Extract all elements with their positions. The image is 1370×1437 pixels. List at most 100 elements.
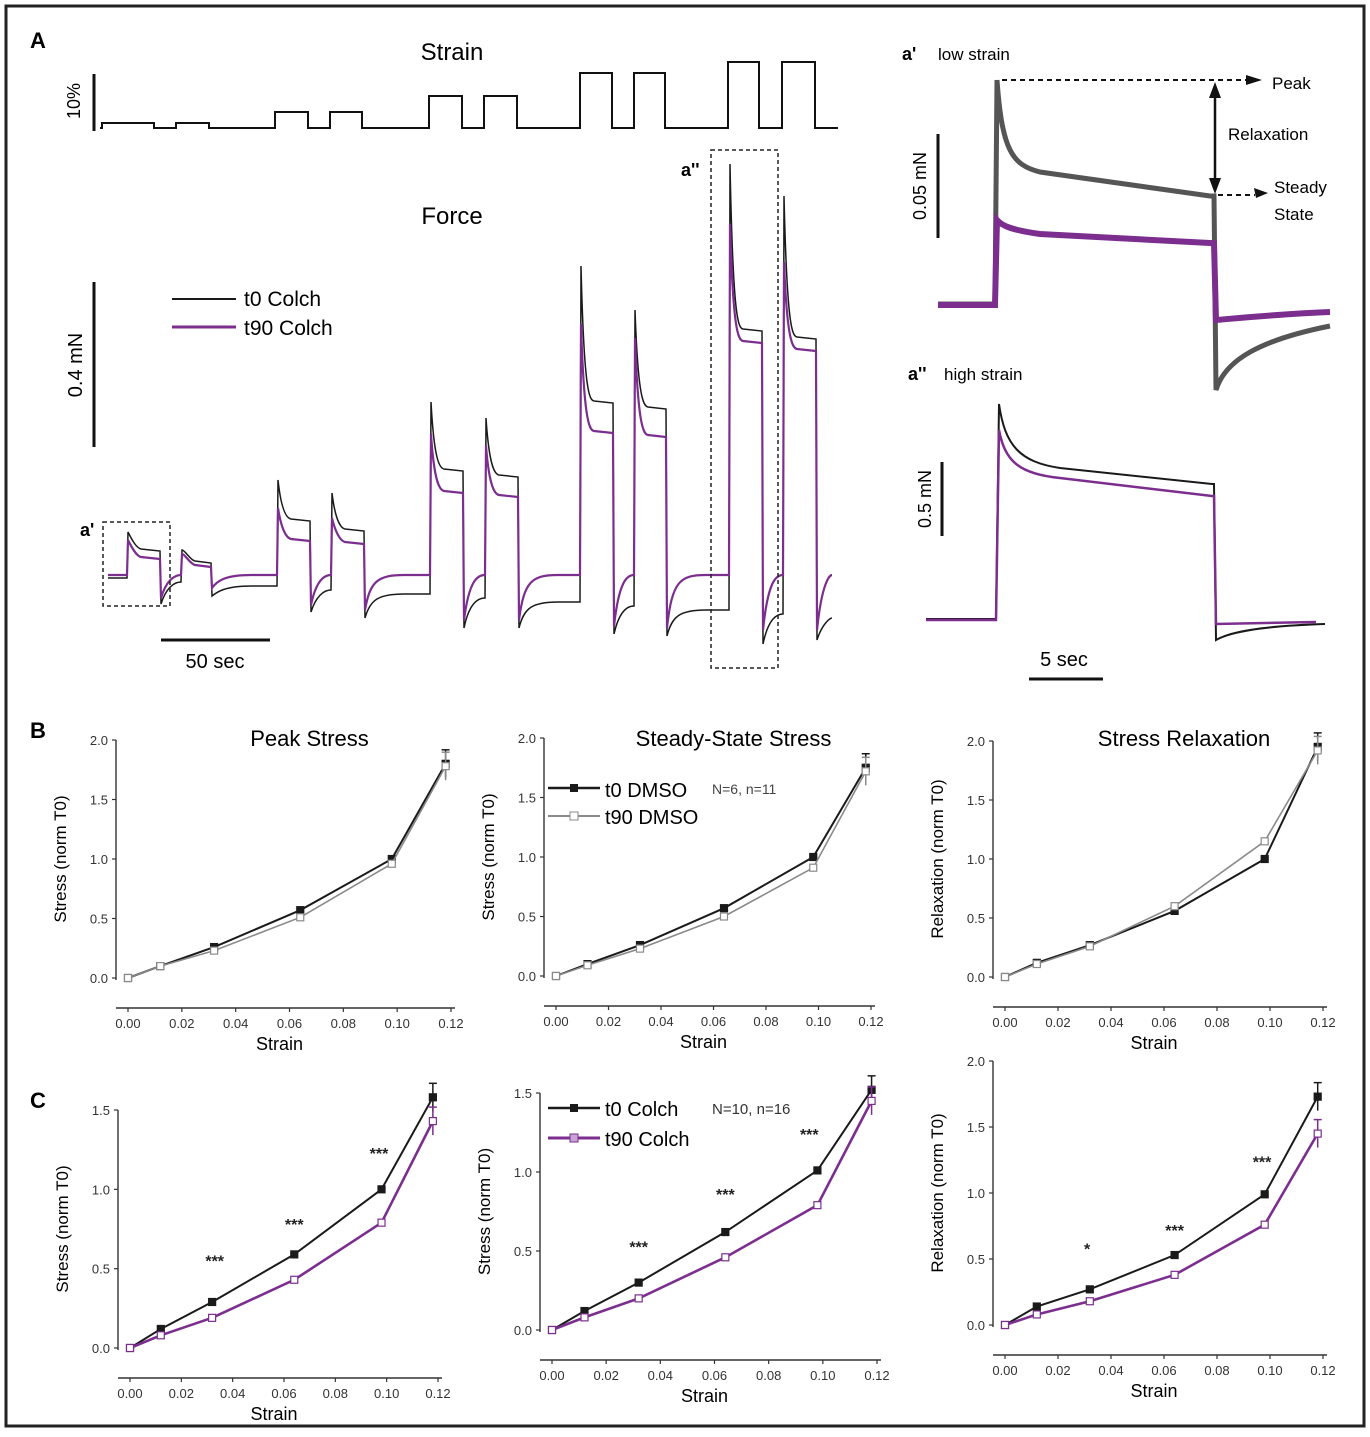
strain-step-line bbox=[100, 61, 838, 129]
y-tick-label: 2.0 bbox=[967, 734, 985, 749]
x-tick-label: 0.04 bbox=[220, 1386, 245, 1401]
x-tick-label: 0.10 bbox=[374, 1386, 399, 1401]
y-tick-label: 1.5 bbox=[514, 1086, 532, 1101]
force-scale-label: 0.4 mN bbox=[65, 333, 87, 397]
charts: 0.0 0.5 1.0 1.5 2.0 0.00 0.02 0.04 0.06 0.08 0.10 0… bbox=[51, 726, 1336, 1424]
y-tick-label: 1.0 bbox=[514, 1165, 532, 1180]
data-point bbox=[377, 1218, 386, 1227]
x-tick-label: 0.10 bbox=[810, 1368, 835, 1383]
time-scale-label: 50 sec bbox=[186, 651, 245, 673]
data-point bbox=[813, 1166, 822, 1175]
x-tick-label: 0.02 bbox=[169, 1016, 194, 1031]
data-point bbox=[123, 973, 133, 983]
series-line-t90 bbox=[129, 1120, 435, 1350]
significance-marker: *** bbox=[800, 1127, 819, 1144]
x-tick-label: 0.12 bbox=[864, 1368, 889, 1383]
y-tick-label: 1.0 bbox=[90, 852, 108, 867]
data-point bbox=[208, 1313, 217, 1322]
y-tick-label: 0.5 bbox=[518, 910, 536, 925]
inset-high-trace-t90 bbox=[926, 429, 1317, 626]
data-point bbox=[1085, 1297, 1094, 1306]
data-point bbox=[296, 906, 305, 915]
chart-C2: 0.0 0.5 1.0 1.5 0.00 0.02 0.04 0.06 0.08 0.10 0.12… bbox=[475, 1075, 890, 1406]
series-line-t90 bbox=[1004, 1132, 1319, 1327]
data-point bbox=[387, 859, 396, 868]
x-tick-label: 0.06 bbox=[1151, 1363, 1176, 1378]
force-trace-t0 bbox=[108, 163, 833, 645]
series-line-t0 bbox=[555, 767, 867, 977]
y-tick-label: 0.0 bbox=[92, 1341, 110, 1356]
force-title: Force bbox=[421, 203, 482, 230]
legend-b-label-t0: t0 DMSO bbox=[605, 780, 687, 802]
inset-low-label: a' bbox=[902, 44, 916, 64]
x-tick-label: 0.12 bbox=[425, 1386, 450, 1401]
strain-scale-label: 10% bbox=[64, 83, 84, 119]
data-point bbox=[1000, 972, 1010, 982]
y-tick-label: 0.0 bbox=[90, 971, 108, 986]
chart-B3: 0.0 0.5 1.0 1.5 2.0 0.00 0.02 0.04 0.06 0.08 0.10 0… bbox=[928, 726, 1336, 1053]
y-tick-label: 0.5 bbox=[90, 912, 108, 927]
inset-high-trace-t0 bbox=[926, 403, 1326, 642]
legend-c-marker-t90 bbox=[569, 1133, 579, 1143]
significance-marker: *** bbox=[1165, 1223, 1184, 1240]
y-tick-label: 1.5 bbox=[967, 793, 985, 808]
data-point bbox=[1170, 1270, 1179, 1279]
x-tick-label: 0.06 bbox=[702, 1368, 727, 1383]
legend-label-t90: t90 Colch bbox=[244, 317, 333, 340]
y-axis-label: Stress (norm T0) bbox=[479, 793, 498, 920]
x-axis-label: Strain bbox=[680, 1032, 727, 1052]
significance-marker: *** bbox=[629, 1239, 648, 1256]
figure-border bbox=[4, 4, 1366, 1428]
y-tick-label: 1.0 bbox=[967, 1186, 985, 1201]
series-line-t90 bbox=[555, 770, 867, 977]
peak-label: Peak bbox=[1272, 74, 1311, 93]
x-tick-label: 0.12 bbox=[858, 1014, 883, 1029]
inset-high-traces bbox=[926, 403, 1326, 642]
series-line-t90 bbox=[127, 765, 447, 979]
x-tick-label: 0.08 bbox=[756, 1368, 781, 1383]
inset-high-label: a'' bbox=[908, 364, 927, 384]
data-point bbox=[1170, 1250, 1179, 1260]
panel-label-b: B bbox=[30, 718, 46, 743]
x-tick-label: 0.04 bbox=[648, 1014, 673, 1029]
relaxation-arrow-down-icon bbox=[1209, 178, 1221, 194]
chart-title: Peak Stress bbox=[250, 726, 369, 751]
chart-title: Steady-State Stress bbox=[636, 726, 832, 751]
data-point bbox=[1260, 1220, 1269, 1229]
data-point bbox=[1085, 942, 1094, 951]
inset-low-scale-label: 0.05 mN bbox=[910, 152, 930, 220]
data-point bbox=[1260, 837, 1269, 846]
data-point bbox=[125, 1343, 135, 1353]
x-tick-label: 0.00 bbox=[992, 1015, 1017, 1030]
x-axis-label: Strain bbox=[250, 1404, 297, 1424]
data-point bbox=[813, 1201, 822, 1210]
legend-b-marker-t0 bbox=[570, 784, 578, 792]
y-tick-label: 0.5 bbox=[967, 911, 985, 926]
x-tick-label: 0.06 bbox=[1151, 1015, 1176, 1030]
data-point bbox=[1313, 1129, 1322, 1138]
steady-arrow-icon bbox=[1254, 188, 1268, 198]
series-line-t0 bbox=[551, 1089, 873, 1331]
inset-box-high bbox=[710, 149, 779, 669]
data-point bbox=[208, 1297, 217, 1307]
data-point bbox=[719, 912, 729, 921]
series-line-t0 bbox=[1004, 746, 1319, 978]
data-point bbox=[1313, 1092, 1322, 1101]
y-tick-label: 0.0 bbox=[967, 970, 985, 985]
force-traces bbox=[108, 163, 833, 645]
inset-low-traces bbox=[938, 79, 1331, 391]
y-axis-label: Relaxation (norm T0) bbox=[928, 779, 947, 938]
data-point bbox=[721, 1253, 730, 1262]
y-tick-label: 2.0 bbox=[967, 1054, 985, 1069]
peak-arrow-icon bbox=[1246, 75, 1262, 85]
significance-marker: *** bbox=[205, 1254, 224, 1271]
data-point bbox=[1000, 1320, 1010, 1330]
data-point bbox=[210, 946, 219, 955]
data-point bbox=[809, 852, 818, 862]
series-line-t90 bbox=[551, 1100, 873, 1332]
data-point bbox=[867, 1096, 876, 1106]
inset-low-trace-t90 bbox=[938, 211, 1331, 324]
legend-c-n: N=10, n=16 bbox=[712, 1101, 790, 1118]
data-point bbox=[635, 944, 645, 953]
